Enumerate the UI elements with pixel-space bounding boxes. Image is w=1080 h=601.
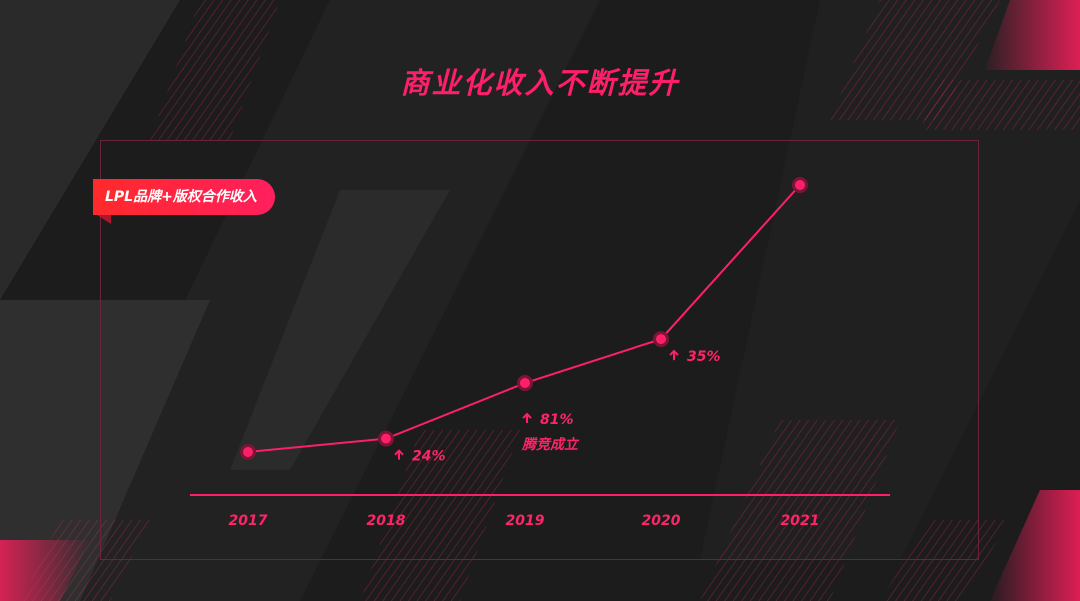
growth-annotation-2019: 81% 腾竞成立 [521,412,580,453]
data-point-2019 [517,375,533,392]
x-tick-label-2020: 2020 [642,513,681,529]
bg-shape [0,300,210,601]
bg-stripes [920,80,1080,130]
series-tag: LPL品牌+版权合作收入 [93,179,275,215]
data-point-2020 [653,331,669,348]
x-tick-label-2018: 2018 [367,513,406,529]
series-tag-fold [97,215,111,224]
data-point-2017 [240,444,256,460]
data-point-2021 [792,177,808,193]
page-title: 商业化收入不断提升 [400,66,680,100]
x-tick-label-2021: 2021 [781,513,820,529]
bg-stripes [880,520,1010,601]
growth-rate-label: 35% [687,349,721,365]
growth-rate-label: 81% [540,412,574,428]
growth-annotation-2020: 35% [669,349,721,365]
annotation-note: 腾竞成立 [521,436,580,453]
bg-accent [985,0,1080,70]
growth-annotation-2018: 24% [394,449,446,465]
bg-stripes [700,420,900,601]
bg-accent [990,490,1080,601]
data-point-2018 [378,430,394,447]
x-tick-label-2019: 2019 [506,513,545,529]
up-arrow-icon [394,449,404,460]
bg-stripes [150,0,280,140]
chart-frame [100,140,979,560]
bg-stripes [830,0,1000,120]
bg-stripes [360,430,520,601]
up-arrow-icon [669,349,679,361]
bg-shape [230,190,450,470]
up-arrow-icon [522,412,532,424]
x-tick-label-2017: 2017 [229,513,268,529]
bg-stripes [20,520,150,601]
series-line [247,184,801,453]
growth-rate-label: 24% [412,449,446,465]
bg-shape [0,0,180,300]
